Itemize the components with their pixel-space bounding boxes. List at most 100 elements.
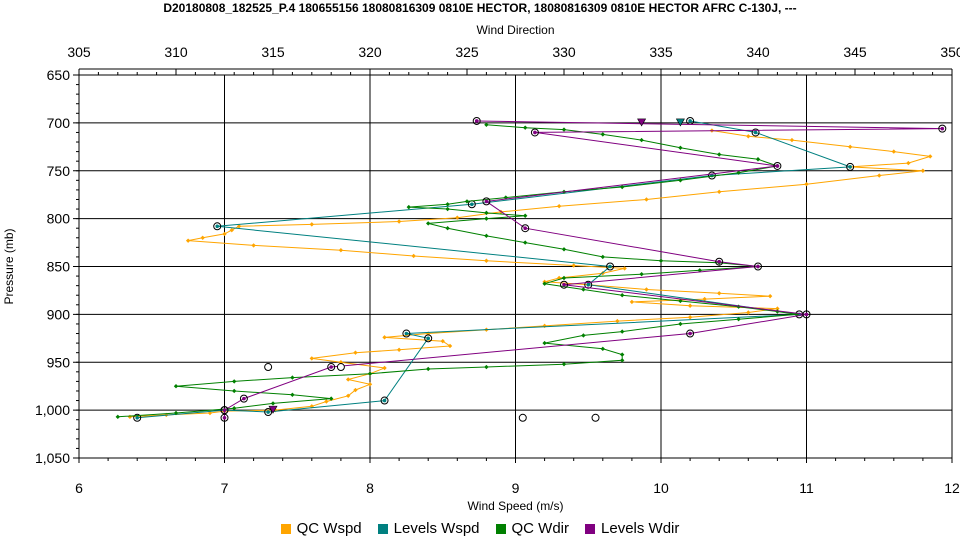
legend-swatch bbox=[495, 523, 506, 534]
y-tick-label: 650 bbox=[47, 67, 71, 83]
level-point-core bbox=[562, 282, 566, 287]
qc-point bbox=[581, 287, 586, 292]
qc-point bbox=[687, 303, 693, 308]
qc-point bbox=[717, 189, 722, 195]
qc-point bbox=[717, 152, 722, 157]
level-point-core bbox=[329, 365, 334, 369]
qc-point bbox=[447, 343, 453, 349]
qc-point bbox=[290, 392, 295, 398]
x-axis-label: Wind Speed (m/s) bbox=[467, 499, 563, 513]
legend-item-levels-wspd[interactable]: Levels Wspd bbox=[377, 520, 480, 537]
level-point bbox=[530, 128, 539, 137]
qc-point bbox=[804, 181, 809, 187]
qc-point bbox=[222, 231, 227, 237]
qc-point bbox=[620, 352, 625, 357]
qc-point bbox=[615, 318, 620, 324]
legend-swatch bbox=[377, 523, 388, 534]
level-point-core bbox=[222, 415, 227, 420]
qc-point bbox=[746, 134, 751, 139]
level-point-core bbox=[804, 312, 809, 317]
qc-point bbox=[426, 221, 431, 226]
y-axis-label: Pressure (mb) bbox=[2, 228, 16, 304]
level-point-core bbox=[470, 202, 474, 207]
qc-point bbox=[229, 227, 234, 233]
qc-point bbox=[697, 268, 702, 273]
qc-point bbox=[200, 235, 205, 240]
qc-point bbox=[445, 226, 450, 231]
legend-item-qc-wspd[interactable]: QC Wspd bbox=[280, 520, 362, 537]
level-point bbox=[938, 124, 947, 133]
qc-point bbox=[523, 213, 528, 218]
legend-label: Levels Wspd bbox=[393, 520, 480, 537]
level-point bbox=[239, 394, 248, 403]
level-point-core bbox=[753, 130, 758, 135]
triangle-marker bbox=[675, 118, 685, 127]
level-point-core bbox=[266, 410, 270, 414]
level-point bbox=[521, 224, 530, 233]
level-point bbox=[802, 310, 811, 319]
qc-point bbox=[622, 266, 627, 271]
x2-tick-label: 310 bbox=[164, 44, 188, 60]
legend-swatch bbox=[585, 523, 596, 534]
level-point bbox=[773, 161, 782, 170]
level-point-core bbox=[848, 165, 852, 169]
qc-point bbox=[426, 366, 431, 372]
qc-point bbox=[173, 383, 179, 389]
top-axis-label: Wind Direction bbox=[476, 23, 554, 37]
qc-point bbox=[775, 306, 780, 311]
x2-tick-label: 335 bbox=[649, 44, 673, 60]
qc-point bbox=[396, 219, 402, 224]
level-point-core bbox=[940, 126, 945, 131]
qc-point bbox=[353, 387, 358, 393]
level-point-core bbox=[242, 396, 246, 401]
qc-point bbox=[440, 338, 445, 344]
level-point bbox=[213, 222, 222, 231]
qc-point bbox=[629, 299, 635, 305]
y-tick-label: 750 bbox=[47, 163, 71, 179]
grid bbox=[79, 75, 952, 458]
qc-point bbox=[906, 160, 911, 166]
series-line-qc-wdir bbox=[117, 124, 797, 418]
x2-tick-label: 330 bbox=[552, 44, 576, 60]
qc-point bbox=[232, 388, 237, 394]
legend: QC Wspd Levels Wspd QC Wdir Levels Wdir bbox=[0, 520, 960, 537]
qc-point bbox=[644, 197, 649, 202]
level-point-core bbox=[404, 331, 409, 336]
level-point-core bbox=[215, 224, 220, 229]
qc-point bbox=[542, 340, 547, 346]
qc-point bbox=[464, 199, 470, 204]
legend-label: QC Wspd bbox=[296, 520, 362, 537]
qc-point bbox=[324, 399, 329, 404]
y-tick-label: 1,050 bbox=[35, 450, 70, 466]
qc-point bbox=[571, 263, 576, 268]
series-layer bbox=[115, 116, 947, 422]
qc-point bbox=[309, 222, 314, 227]
qc-point bbox=[367, 382, 373, 387]
legend-item-qc-wdir[interactable]: QC Wdir bbox=[495, 520, 570, 537]
qc-point bbox=[445, 202, 450, 207]
qc-point bbox=[767, 293, 773, 299]
qc-point bbox=[794, 312, 799, 317]
legend-item-levels-wdir[interactable]: Levels Wdir bbox=[585, 520, 679, 537]
level-point-core bbox=[222, 408, 227, 412]
level-point bbox=[380, 396, 389, 405]
qc-point bbox=[345, 393, 351, 398]
chart-title: D20180808_182525_P.4 180655156 180808163… bbox=[163, 1, 797, 15]
open-circle-marker bbox=[264, 363, 273, 372]
qc-point bbox=[345, 377, 351, 382]
x-tick-label: 12 bbox=[944, 480, 960, 496]
qc-point bbox=[309, 356, 314, 361]
qc-point bbox=[484, 210, 489, 216]
qc-point bbox=[396, 347, 402, 353]
legend-label: QC Wdir bbox=[511, 520, 570, 537]
level-point bbox=[220, 413, 229, 422]
qc-point bbox=[639, 137, 644, 143]
qc-point bbox=[270, 401, 276, 406]
qc-point bbox=[561, 247, 567, 252]
qc-point bbox=[411, 253, 416, 259]
level-point-core bbox=[474, 119, 479, 123]
level-point bbox=[584, 280, 593, 289]
open-circle-marker bbox=[336, 363, 345, 372]
x2-tick-label: 325 bbox=[455, 44, 479, 60]
level-point bbox=[754, 262, 762, 271]
